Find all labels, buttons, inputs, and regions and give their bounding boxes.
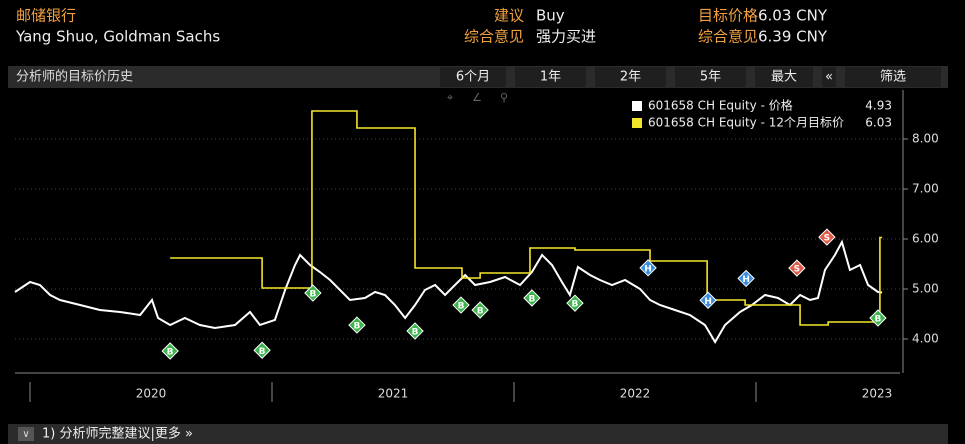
rating-label: B: [477, 306, 484, 316]
expand-button[interactable]: [18, 427, 34, 441]
rating-marker: [788, 259, 806, 277]
label: 综合意见: [464, 28, 524, 46]
toolbar-button[interactable]: [440, 67, 506, 87]
rating-marker: [699, 291, 717, 309]
tool-icon[interactable]: ∠: [472, 91, 482, 104]
rating-marker: [869, 309, 887, 327]
toolbar-button[interactable]: [675, 67, 746, 87]
rating-label: B: [412, 328, 419, 338]
toolbar-button[interactable]: [515, 67, 586, 87]
rating-label: S: [794, 265, 800, 275]
label: 综合意见: [698, 28, 758, 46]
rating-marker: [566, 294, 584, 312]
rating-label: B: [875, 315, 882, 325]
y-tick-label: 4.00: [912, 332, 939, 346]
rating-label: B: [354, 322, 361, 332]
toolbar-button[interactable]: [845, 67, 941, 87]
rating-label: B: [528, 295, 535, 305]
label: 建议: [494, 7, 524, 25]
ticker-name: 邮储银行: [16, 7, 76, 25]
rating-label: H: [644, 264, 652, 274]
value: Buy: [536, 7, 565, 25]
rating-label: H: [742, 275, 750, 285]
y-tick-label: 8.00: [912, 132, 939, 146]
footer-bar: [8, 424, 948, 444]
rating-label: B: [167, 348, 174, 358]
y-tick-label: 7.00: [912, 182, 939, 196]
legend-label: 601658 CH Equity - 12个月目标价: [648, 116, 844, 130]
y-tick-label: 6.00: [912, 232, 939, 246]
x-tick-label: 2020: [136, 387, 167, 401]
rating-marker: [737, 269, 755, 288]
button-label: 筛选: [880, 70, 906, 85]
legend-value: 4.93: [865, 99, 892, 113]
toolbar-button[interactable]: [822, 67, 836, 87]
legend-swatch: [632, 118, 642, 128]
button-label: «: [825, 70, 833, 85]
rating-marker: [304, 284, 322, 302]
rating-marker: [348, 316, 366, 334]
analyst: Yang Shuo, Goldman Sachs: [15, 28, 220, 46]
toolbar-title: 分析师的目标价历史: [16, 69, 133, 85]
tool-icon[interactable]: ⚲: [500, 91, 508, 104]
value: 6.39 CNY: [758, 28, 828, 46]
rating-marker: [471, 301, 489, 319]
rating-marker: [639, 259, 657, 277]
rating-marker: [161, 342, 179, 360]
x-tick-label: 2022: [620, 387, 651, 401]
x-tick-label: 2023: [862, 387, 893, 401]
x-tick-label: 2021: [378, 387, 409, 401]
legend-label: 601658 CH Equity - 价格: [648, 98, 793, 113]
toolbar-button[interactable]: [755, 67, 813, 87]
rating-label: H: [704, 297, 712, 307]
button-label: 最大: [771, 70, 797, 85]
y-tick-label: 5.00: [912, 282, 939, 296]
rating-marker: [406, 322, 424, 340]
rating-marker: [253, 341, 271, 359]
expand-icon: ∨: [22, 429, 29, 440]
label: 目标价格: [698, 7, 758, 25]
toolbar-button[interactable]: [595, 67, 666, 87]
button-label: 5年: [700, 70, 721, 85]
rating-label: S: [824, 234, 830, 244]
button-label: 6个月: [456, 70, 490, 85]
series-line: [14, 239, 883, 344]
value: 强力买进: [536, 28, 596, 46]
rating-label: B: [309, 290, 316, 300]
rating-marker: [523, 289, 541, 307]
button-label: 2年: [620, 70, 641, 85]
legend-value: 6.03: [865, 116, 892, 130]
rating-label: B: [458, 302, 465, 312]
tool-icon[interactable]: ⌖: [447, 91, 453, 104]
button-label: 1年: [540, 70, 561, 85]
series-line: [170, 110, 883, 326]
rating-label: B: [259, 347, 266, 357]
rating-marker: [818, 228, 836, 246]
legend-swatch: [632, 101, 642, 111]
rating-marker: [452, 296, 470, 314]
rating-label: B: [572, 300, 579, 310]
footer-link[interactable]: 1) 分析师完整建议|更多 »: [42, 426, 193, 442]
value: 6.03 CNY: [758, 7, 828, 25]
